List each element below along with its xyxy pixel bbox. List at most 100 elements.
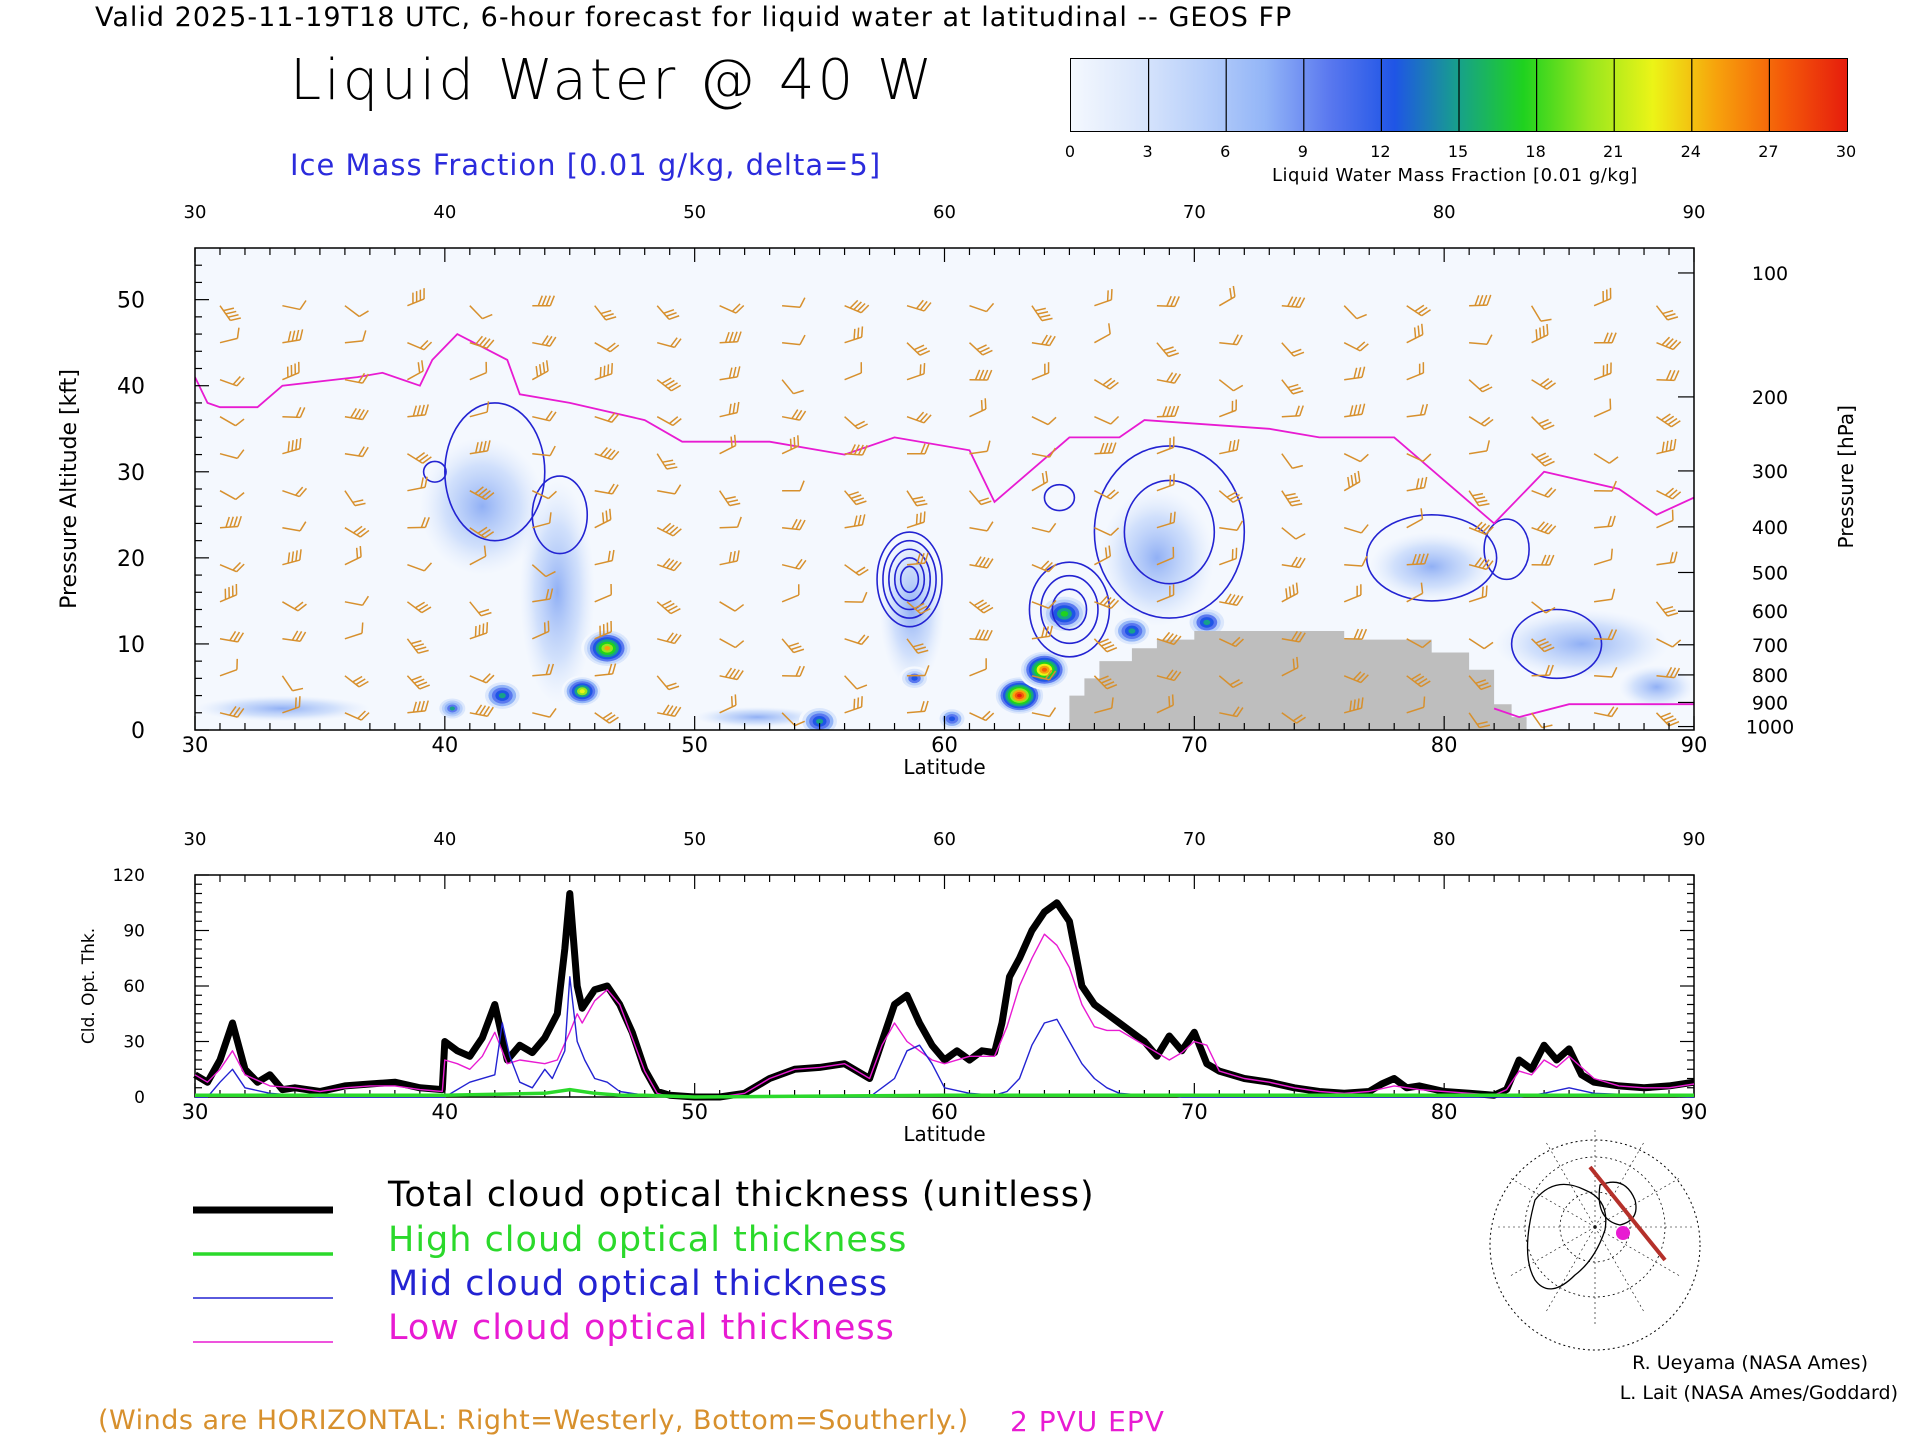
wind-barb xyxy=(219,515,242,529)
wind-barb xyxy=(1531,554,1555,566)
wind-barb xyxy=(719,694,737,714)
wind-barb xyxy=(282,361,300,381)
wind-barb xyxy=(1594,332,1617,344)
x-tick-label-top: 60 xyxy=(933,829,956,850)
wind-barb xyxy=(282,437,302,455)
wind-barb xyxy=(1656,487,1682,500)
wind-barb xyxy=(781,435,800,455)
wind-barb xyxy=(282,549,302,566)
x-axis-label: Latitude xyxy=(903,1122,985,1146)
pressure-tick-label: 400 xyxy=(1752,517,1788,539)
wind-barb xyxy=(844,326,864,344)
wind-barb xyxy=(1656,509,1674,529)
wind-barb xyxy=(1218,636,1244,648)
colorbar-tick-label: 3 xyxy=(1142,142,1153,161)
wind-barb xyxy=(531,360,549,381)
wind-barb xyxy=(1594,629,1618,641)
wind-barb xyxy=(344,546,362,566)
liquid-water-blob xyxy=(579,689,585,694)
y-tick-label: 50 xyxy=(117,289,145,314)
wind-barb xyxy=(407,452,432,464)
ice-contour xyxy=(1510,608,1603,680)
wind-barb xyxy=(532,335,557,347)
wind-barb xyxy=(1094,377,1119,390)
wind-barb xyxy=(782,665,805,677)
map-meridian xyxy=(1508,1176,1596,1228)
ice-contour xyxy=(888,548,931,611)
wind-barb xyxy=(219,490,245,501)
wind-barb xyxy=(969,599,994,614)
wind-barb xyxy=(719,366,741,381)
wind-barb xyxy=(469,401,490,418)
pressure-axis-label: Pressure [hPa] xyxy=(1834,405,1858,548)
wind-barb xyxy=(469,704,494,717)
wind-barb xyxy=(407,562,433,572)
wind-barb xyxy=(1593,453,1619,464)
wind-barb xyxy=(407,288,425,307)
wind-barb xyxy=(1531,601,1556,614)
ice-contour xyxy=(1123,479,1216,585)
ice-shading xyxy=(1099,488,1215,627)
ice-contour xyxy=(882,539,937,619)
wind-barb xyxy=(1468,585,1488,603)
wind-barb xyxy=(719,601,745,612)
wind-barb xyxy=(1156,436,1175,455)
legend-total-label: Total cloud optical thickness (unitless) xyxy=(388,1175,1095,1215)
ice-subtitle: Ice Mass Fraction [0.01 g/kg, delta=5] xyxy=(290,148,882,182)
wind-barb xyxy=(594,412,620,423)
wind-barb xyxy=(219,375,245,387)
wind-barb xyxy=(1593,362,1612,381)
pressure-tick-label: 300 xyxy=(1752,461,1788,483)
x-tick-label: 40 xyxy=(431,1100,458,1124)
wind-barb xyxy=(469,545,487,566)
wind-barb xyxy=(1343,584,1362,603)
x-tick-label: 60 xyxy=(931,1100,958,1124)
wind-barb xyxy=(1343,453,1369,463)
ice-shading xyxy=(1369,532,1495,601)
wind-barb xyxy=(906,665,930,677)
x-tick-label-top: 70 xyxy=(1183,202,1206,223)
wind-barb xyxy=(1656,369,1680,382)
wind-barb xyxy=(469,622,489,640)
wind-barb xyxy=(406,601,432,614)
x-tick-label-top: 30 xyxy=(184,202,207,223)
wind-barb xyxy=(782,480,805,492)
wind-barb xyxy=(1281,556,1306,569)
wind-barb xyxy=(1593,287,1612,307)
wind-barb xyxy=(844,362,863,381)
wind-barb xyxy=(1594,667,1618,678)
wind-barb xyxy=(344,372,370,384)
wind-barb xyxy=(781,712,806,727)
wind-barb xyxy=(344,525,370,538)
wind-barb xyxy=(1344,628,1368,640)
wind-barb xyxy=(1031,625,1054,640)
wind-barb xyxy=(1219,706,1244,718)
x-tick-label: 90 xyxy=(1681,1100,1708,1124)
wind-barb xyxy=(1156,295,1180,308)
wind-barb xyxy=(1468,440,1490,455)
wind-barb xyxy=(1219,399,1238,418)
wind-barb xyxy=(719,331,742,344)
wind-barb xyxy=(719,638,745,649)
x-tick-label: 40 xyxy=(431,733,458,757)
wind-barb xyxy=(282,300,307,311)
wind-barb xyxy=(1156,342,1179,358)
winds-note: (Winds are HORIZONTAL: Right=Westerly, B… xyxy=(98,1405,969,1436)
y-tick-label: 0 xyxy=(134,1088,145,1108)
wind-barb xyxy=(906,342,931,356)
pressure-tick-label: 900 xyxy=(1752,692,1788,714)
ice-shading xyxy=(195,695,370,722)
wind-barb xyxy=(1094,527,1120,536)
wind-barb xyxy=(594,483,619,495)
wind-barb xyxy=(1156,669,1182,682)
wind-barb xyxy=(969,658,987,677)
y-tick-label: 60 xyxy=(123,977,145,997)
wind-barb xyxy=(1094,697,1114,714)
legend-mid-label: Mid cloud optical thickness xyxy=(388,1264,889,1304)
wind-barb xyxy=(1531,378,1556,390)
wind-barb xyxy=(1406,453,1432,462)
wind-barb xyxy=(1593,398,1612,418)
liquid-water-blob xyxy=(1128,628,1136,634)
wind-barb xyxy=(282,486,308,498)
x-tick-label-top: 40 xyxy=(433,829,456,850)
